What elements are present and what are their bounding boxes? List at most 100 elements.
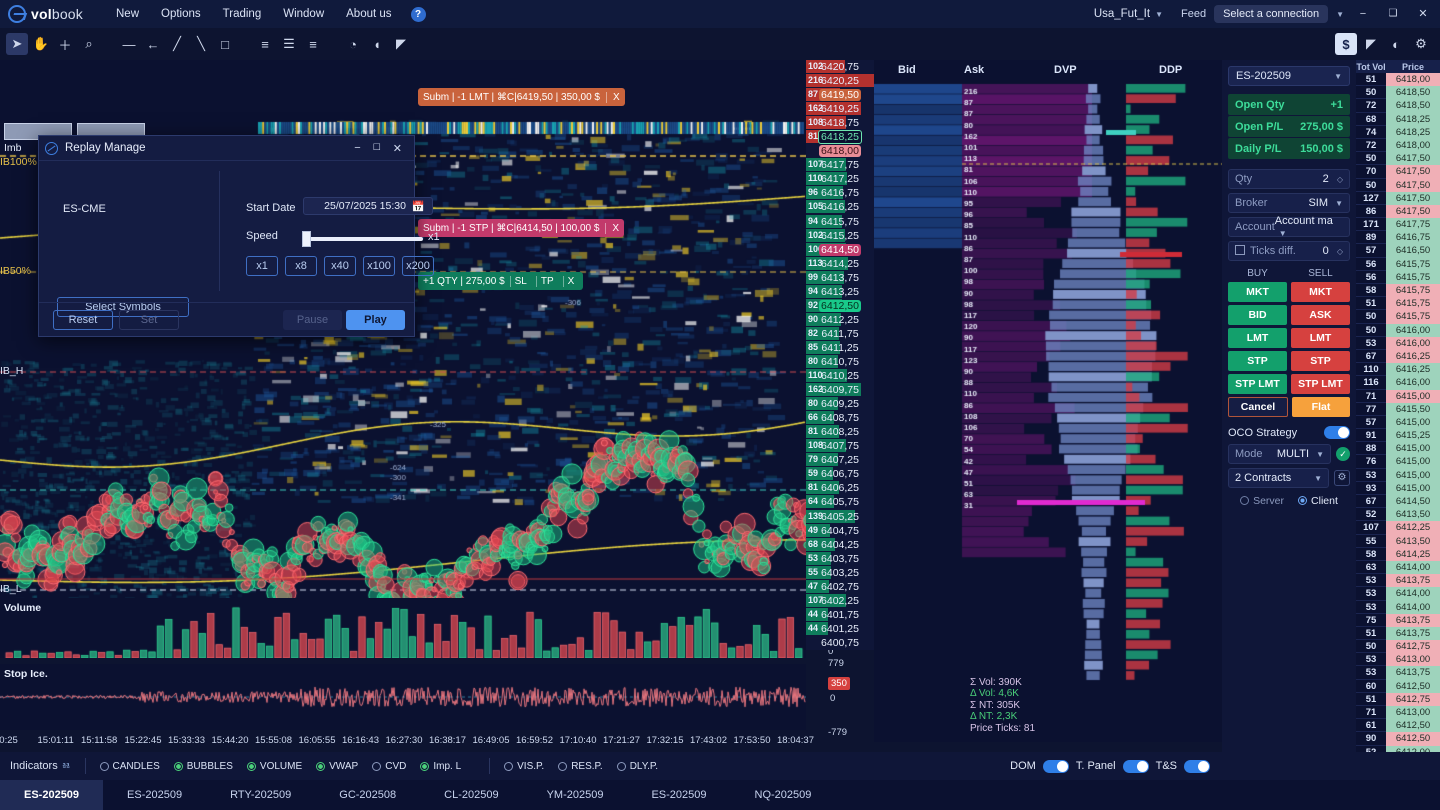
connection-chevron-icon[interactable]: ▼ (1336, 9, 1344, 19)
menu-item-trading[interactable]: Trading (222, 8, 262, 20)
position-label[interactable]: +1 QTY | 275,00 $ SL TP X (418, 272, 584, 290)
price-axis-row[interactable]: 6413,25 (806, 285, 874, 299)
price-axis-row[interactable]: 6413,75 (806, 271, 874, 285)
price-axis[interactable]: 102 6420,75 216 6420,25 87 6419,50 162 6419,25 1… (806, 60, 877, 650)
volume-subchart[interactable]: Volume (0, 598, 806, 658)
price-axis-row[interactable]: 6404,25 (806, 538, 874, 552)
price-axis-row[interactable]: 6418,00 (806, 144, 874, 158)
cancel-orders-button[interactable]: Cancel (1228, 397, 1288, 417)
position-close-button[interactable]: X (562, 275, 579, 287)
price-axis-row[interactable]: 6401,75 (806, 608, 874, 622)
speed-button-x8[interactable]: x8 (285, 256, 317, 276)
price-axis-row[interactable]: 6404,75 (806, 524, 874, 538)
instrument-tab-4[interactable]: CL-202509 (444, 789, 499, 801)
sell-stop-limit-button[interactable]: STP LMT (1291, 374, 1350, 394)
buy-bid-button[interactable]: BID (1228, 305, 1287, 325)
dialog-close-button[interactable]: ✕ (392, 142, 402, 155)
stepper-icon[interactable]: ◇ (1336, 247, 1343, 256)
instrument-tab-2[interactable]: RTY-202509 (230, 789, 292, 801)
indicator-volume[interactable]: VOLUME (246, 761, 302, 772)
indicator-cvd[interactable]: CVD (372, 761, 406, 772)
toggle-tpanel[interactable] (1122, 759, 1149, 773)
sell-stop-button[interactable]: STP (1291, 351, 1350, 371)
dialog-minimize-button[interactable]: − (354, 141, 361, 154)
mode-confirm-icon[interactable]: ✓ (1336, 447, 1350, 461)
play-button[interactable]: Play (346, 310, 405, 330)
flatten-position-button[interactable]: Flat (1292, 397, 1350, 417)
speed-button-x1[interactable]: x1 (246, 256, 278, 276)
ticks-diff-checkbox[interactable] (1235, 245, 1245, 255)
price-axis-row[interactable]: 6403,25 (806, 566, 874, 580)
instrument-tab-5[interactable]: YM-202509 (546, 789, 604, 801)
text-lines-tool[interactable]: ☰ (283, 36, 295, 51)
position-take-profit-button[interactable]: TP (535, 275, 558, 287)
price-axis-row[interactable]: 6419,50 (806, 88, 874, 102)
price-axis-row[interactable]: 6420,25 (806, 74, 874, 88)
sell-ask-button[interactable]: ASK (1291, 305, 1350, 325)
cursor-tool[interactable]: ➤ (6, 33, 28, 55)
ticks-diff-field[interactable]: Ticks diff. 0 ◇ (1228, 241, 1350, 261)
indicator-candles[interactable]: CANDLES (99, 761, 160, 772)
price-axis-row[interactable]: 6415,75 (806, 215, 874, 229)
speed-button-x200[interactable]: x200 (402, 256, 434, 276)
order-label-limit-sell[interactable]: Subm | -1 LMT | ⌘C|6419,50 | 350,00 $ X (418, 88, 625, 106)
trade-panel[interactable]: ES-202509 ▼ Open Qty +1 Open P/L 275,00 … (1222, 60, 1356, 752)
hand-tool[interactable]: ✋ (32, 36, 50, 51)
mode-selector[interactable]: Mode MULTI ▼ (1228, 444, 1331, 464)
horizontal-line-tool[interactable]: — (122, 36, 136, 52)
sell-limit-button[interactable]: LMT (1291, 328, 1350, 348)
price-axis-row[interactable]: 6408,25 (806, 425, 874, 439)
instrument-tab-6[interactable]: ES-202509 (651, 789, 707, 801)
dollar-mode-icon[interactable]: $ (1335, 33, 1357, 55)
dom-canvas[interactable] (874, 60, 1222, 742)
price-axis-row[interactable]: 6410,75 (806, 355, 874, 369)
price-axis-row[interactable]: 6414,50 (806, 243, 874, 257)
contracts-settings-icon[interactable]: ⚙ (1334, 470, 1350, 486)
pause-icon[interactable]: ◐ (1392, 36, 1400, 52)
instrument-selector[interactable]: ES-202509 ▼ (1228, 66, 1350, 86)
window-close-button[interactable]: ✕ (1418, 8, 1428, 20)
profile-res-p-[interactable]: RES.P. (558, 761, 603, 772)
oco-strategy-toggle[interactable] (1324, 426, 1350, 439)
stop-ice-subchart[interactable]: Stop Ice. (0, 664, 806, 730)
price-axis-row[interactable]: 6400,75 (806, 636, 874, 650)
zoom-tool[interactable]: ⌕ (85, 36, 93, 51)
price-axis-row[interactable]: 6407,75 (806, 439, 874, 453)
parallel-channel-tool[interactable]: ╲ (197, 36, 205, 51)
instrument-tab-7[interactable]: NQ-202509 (754, 789, 812, 801)
profile-selector[interactable]: Usa_Fut_It ▼ (1094, 8, 1163, 20)
order-close-button[interactable]: X (605, 91, 620, 103)
price-axis-row[interactable]: 6416,75 (806, 186, 874, 200)
menu-item-window[interactable]: Window (283, 8, 325, 20)
position-stop-loss-button[interactable]: SL (509, 275, 531, 287)
buy-stop-button[interactable]: STP (1228, 351, 1287, 371)
order-label-stop-sell[interactable]: Subm | -1 STP | ⌘C|6414,50 | 100,00 $ X (418, 219, 625, 237)
fib-levels-tool[interactable]: ≡ (261, 36, 269, 52)
start-date-field[interactable]: 25/07/2025 15:30 📅 (303, 197, 433, 215)
menu-item-about-us[interactable]: About us (346, 8, 392, 20)
price-axis-row[interactable]: 6411,75 (806, 327, 874, 341)
ray-tool[interactable]: ← (146, 36, 160, 52)
toggle-ts[interactable] (1184, 759, 1210, 773)
indicator-vwap[interactable]: VWAP (316, 761, 358, 772)
calendar-icon[interactable]: 📅 (411, 200, 425, 213)
menu-item-new[interactable]: New (116, 8, 140, 20)
comment-tool[interactable]: ◖ (373, 36, 381, 52)
speed-button-x100[interactable]: x100 (363, 256, 395, 276)
settings-gear-icon[interactable]: ⚙ (1415, 36, 1427, 51)
dialog-maximize-button[interactable]: ☐ (372, 141, 381, 152)
account-selector[interactable]: Account Account ma ▼ (1228, 215, 1350, 238)
menu-item-options[interactable]: Options (161, 8, 201, 20)
price-axis-row[interactable]: 6414,25 (806, 257, 874, 271)
server-radio[interactable]: Server (1240, 495, 1284, 507)
price-axis-row[interactable]: 6412,50 (806, 299, 874, 313)
client-radio[interactable]: Client (1298, 495, 1338, 507)
contracts-selector[interactable]: 2 Contracts ▼ (1228, 468, 1329, 488)
connection-selector[interactable]: Select a connection (1214, 5, 1329, 23)
price-axis-row[interactable]: 6406,75 (806, 467, 874, 481)
crosshair-tool[interactable]: ＋ (58, 37, 72, 53)
instrument-tab-1[interactable]: ES-202509 (127, 789, 183, 801)
price-axis-row[interactable]: 6409,75 (806, 383, 874, 397)
indicator-imp--l[interactable]: Imp. L (420, 761, 461, 772)
price-axis-row[interactable]: 6405,75 (806, 495, 874, 509)
